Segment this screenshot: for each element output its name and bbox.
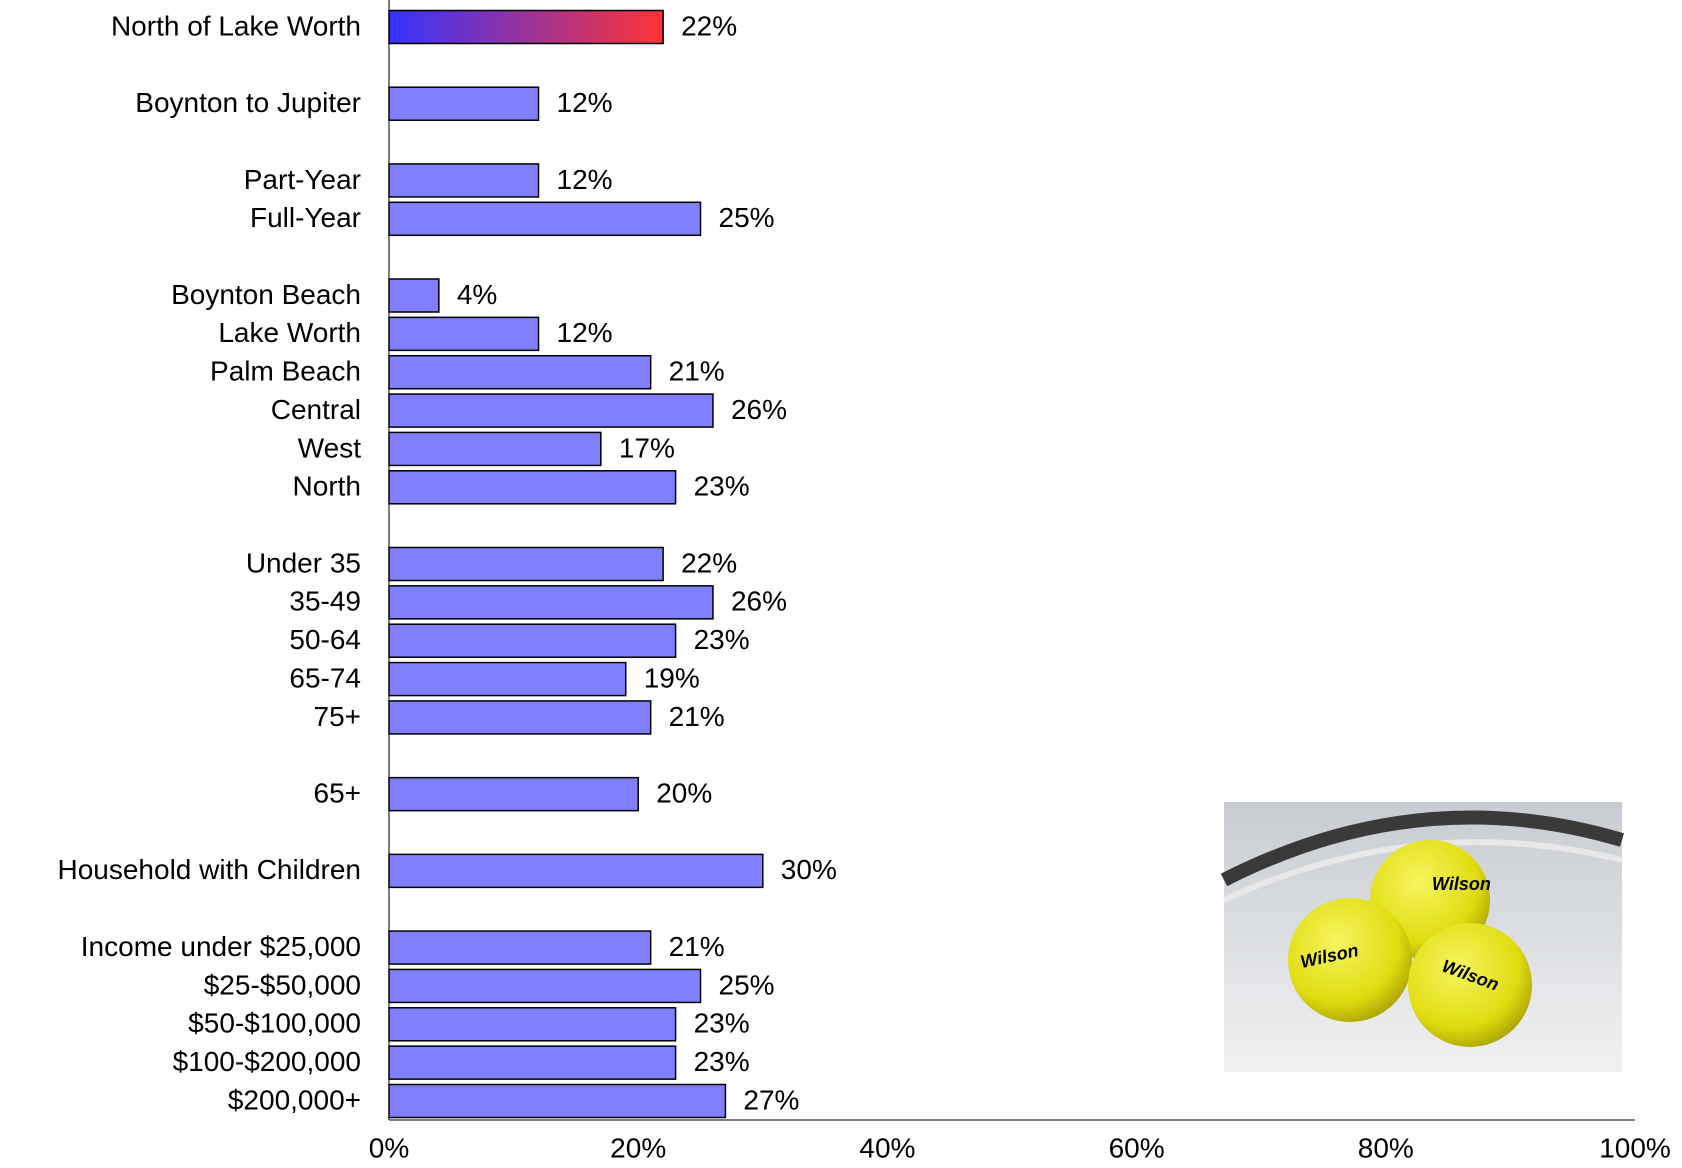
category-label: $25-$50,000 bbox=[204, 969, 361, 1000]
value-label: 21% bbox=[669, 701, 725, 732]
value-label: 23% bbox=[694, 1046, 750, 1077]
bar bbox=[388, 354, 652, 390]
value-label: 26% bbox=[731, 586, 787, 617]
value-label: 25% bbox=[719, 969, 775, 1000]
value-label: 25% bbox=[719, 202, 775, 233]
value-label: 17% bbox=[619, 432, 675, 463]
category-label: $200,000+ bbox=[228, 1084, 361, 1115]
bar bbox=[388, 930, 652, 965]
value-label: 21% bbox=[669, 356, 725, 387]
bar bbox=[388, 9, 664, 45]
bar bbox=[388, 431, 602, 467]
bar bbox=[388, 163, 540, 198]
x-tick-label: 0% bbox=[369, 1132, 409, 1163]
category-label: $100-$200,000 bbox=[173, 1046, 361, 1077]
category-label: Under 35 bbox=[246, 547, 361, 578]
category-label: Central bbox=[271, 394, 361, 425]
svg-text:Wilson: Wilson bbox=[1432, 874, 1491, 894]
category-label: Income under $25,000 bbox=[81, 931, 361, 962]
category-label: 65+ bbox=[314, 778, 362, 809]
category-label: 50-64 bbox=[289, 624, 361, 655]
value-label: 20% bbox=[656, 778, 712, 809]
value-label: 22% bbox=[681, 547, 737, 578]
category-label: Palm Beach bbox=[210, 356, 361, 387]
value-label: 23% bbox=[694, 1008, 750, 1039]
bar bbox=[388, 700, 652, 735]
bar bbox=[388, 1083, 727, 1119]
value-label: 26% bbox=[731, 394, 787, 425]
category-label: $50-$100,000 bbox=[188, 1008, 361, 1039]
category-label: Lake Worth bbox=[218, 317, 361, 348]
bar bbox=[388, 201, 702, 237]
bar bbox=[388, 316, 540, 352]
bar bbox=[388, 470, 677, 505]
value-label: 27% bbox=[743, 1084, 799, 1115]
bar bbox=[388, 853, 764, 889]
category-label: Boynton Beach bbox=[171, 279, 361, 310]
bar bbox=[388, 278, 440, 313]
tennis-photo: Wilson Wilson Wilson bbox=[1220, 802, 1624, 1072]
category-label: 35-49 bbox=[289, 586, 361, 617]
bar bbox=[388, 968, 702, 1004]
category-label: Part-Year bbox=[244, 164, 361, 195]
bar bbox=[388, 661, 627, 697]
value-label: 22% bbox=[681, 10, 737, 41]
value-label: 12% bbox=[557, 317, 613, 348]
bar bbox=[388, 546, 664, 582]
bar bbox=[388, 776, 639, 812]
category-label: North of Lake Worth bbox=[111, 10, 361, 41]
value-label: 21% bbox=[669, 931, 725, 962]
value-label: 12% bbox=[557, 87, 613, 118]
value-label: 19% bbox=[644, 662, 700, 693]
value-label: 4% bbox=[457, 279, 497, 310]
x-tick-label: 80% bbox=[1358, 1132, 1414, 1163]
category-label: West bbox=[298, 432, 361, 463]
x-tick-label: 100% bbox=[1599, 1132, 1671, 1163]
bar bbox=[388, 1007, 677, 1042]
bar bbox=[388, 1045, 677, 1080]
category-label: Full-Year bbox=[250, 202, 361, 233]
x-tick-label: 20% bbox=[610, 1132, 666, 1163]
category-label: 65-74 bbox=[289, 662, 361, 693]
category-label: 75+ bbox=[314, 701, 362, 732]
bar bbox=[388, 86, 540, 121]
x-tick-label: 40% bbox=[859, 1132, 915, 1163]
value-label: 23% bbox=[694, 471, 750, 502]
x-tick-label: 60% bbox=[1109, 1132, 1165, 1163]
value-label: 23% bbox=[694, 624, 750, 655]
bar bbox=[388, 623, 677, 658]
bar bbox=[388, 393, 714, 428]
category-label: North bbox=[293, 471, 361, 502]
category-label: Boynton to Jupiter bbox=[135, 87, 361, 118]
category-label: Household with Children bbox=[57, 854, 361, 885]
value-label: 30% bbox=[781, 854, 837, 885]
value-label: 12% bbox=[557, 164, 613, 195]
bar bbox=[388, 585, 714, 620]
